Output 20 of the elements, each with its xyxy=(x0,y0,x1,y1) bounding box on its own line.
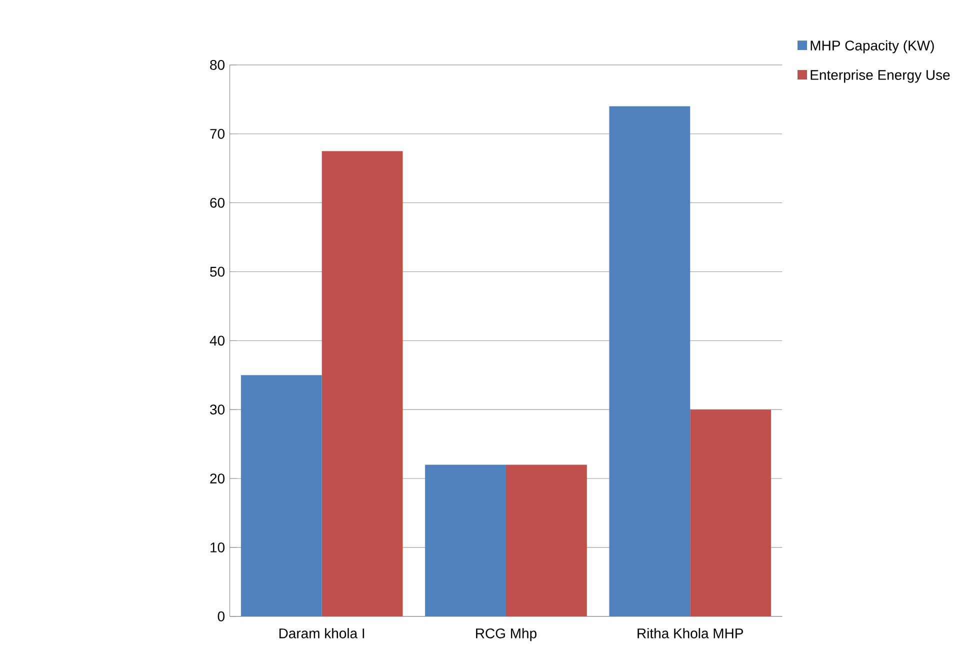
y-tick-label: 0 xyxy=(218,611,225,622)
y-tick-label: 70 xyxy=(210,128,225,139)
bar xyxy=(690,409,772,616)
legend-label: MHP Capacity (KW) xyxy=(810,40,934,54)
x-tick-label: Daram khola I xyxy=(279,628,364,638)
bar xyxy=(609,106,690,616)
x-tick-label: RCG Mhp xyxy=(476,628,536,641)
legend-label: Enterprise Energy Use xyxy=(810,70,950,83)
y-tick-label: 30 xyxy=(210,404,225,414)
y-tick-label: 10 xyxy=(210,542,225,552)
bar xyxy=(322,150,403,616)
x-tick-label: Ritha Khola MHP xyxy=(638,628,743,638)
y-tick-label: 40 xyxy=(210,336,225,346)
y-tick-label: 20 xyxy=(210,473,225,484)
y-tick-label: 60 xyxy=(210,198,225,208)
bar xyxy=(425,464,506,616)
bar xyxy=(240,374,322,616)
y-tick-label: 50 xyxy=(210,266,225,277)
y-tick-label: 80 xyxy=(210,60,225,70)
bar xyxy=(506,464,587,616)
